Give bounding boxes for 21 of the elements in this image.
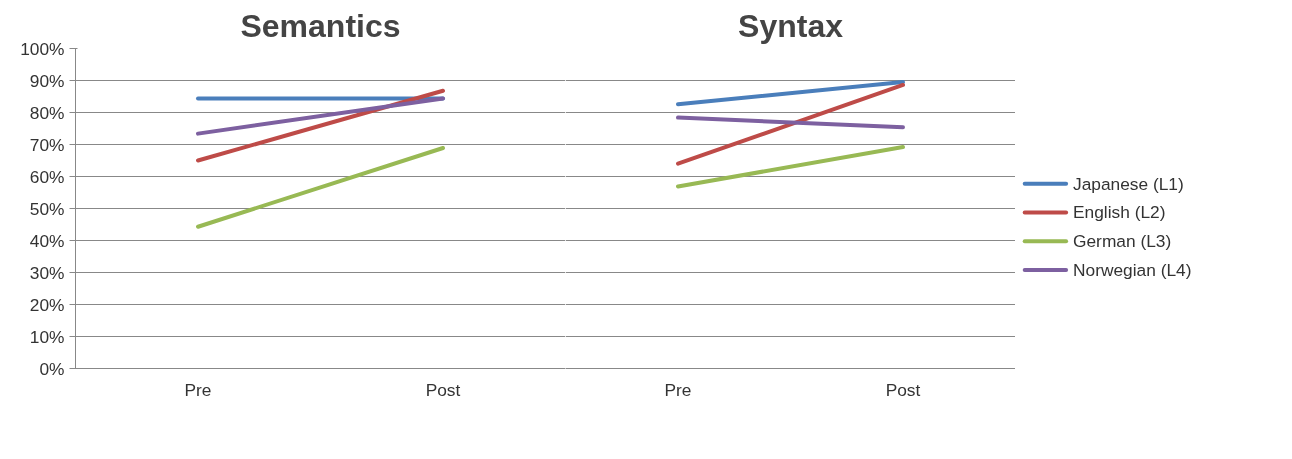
legend-label: German (L3) — [1073, 231, 1172, 252]
y-tick-label: 100% — [20, 38, 65, 59]
legend-label: English (L2) — [1073, 202, 1166, 223]
y-tick-label: 30% — [29, 262, 65, 283]
x-tick-label: Post — [425, 379, 461, 400]
x-tick-label: Pre — [184, 379, 212, 400]
x-tick-label: Post — [885, 379, 921, 400]
legend-label: Japanese (L1) — [1073, 173, 1184, 194]
y-tick-label: 20% — [29, 294, 65, 315]
chart-title: Semantics — [240, 7, 401, 44]
y-tick-label: 0% — [39, 358, 65, 379]
y-tick-label: 10% — [29, 326, 65, 347]
y-tick-label: 50% — [29, 198, 65, 219]
legend-label: Norwegian (L4) — [1073, 259, 1192, 280]
y-tick-label: 70% — [29, 134, 65, 155]
x-tick-label: Pre — [664, 379, 692, 400]
y-tick-label: 40% — [29, 230, 65, 251]
y-tick-label: 90% — [29, 70, 65, 91]
y-tick-label: 60% — [29, 166, 65, 187]
y-tick-label: 80% — [29, 102, 65, 123]
chart-title: Syntax — [738, 7, 844, 44]
